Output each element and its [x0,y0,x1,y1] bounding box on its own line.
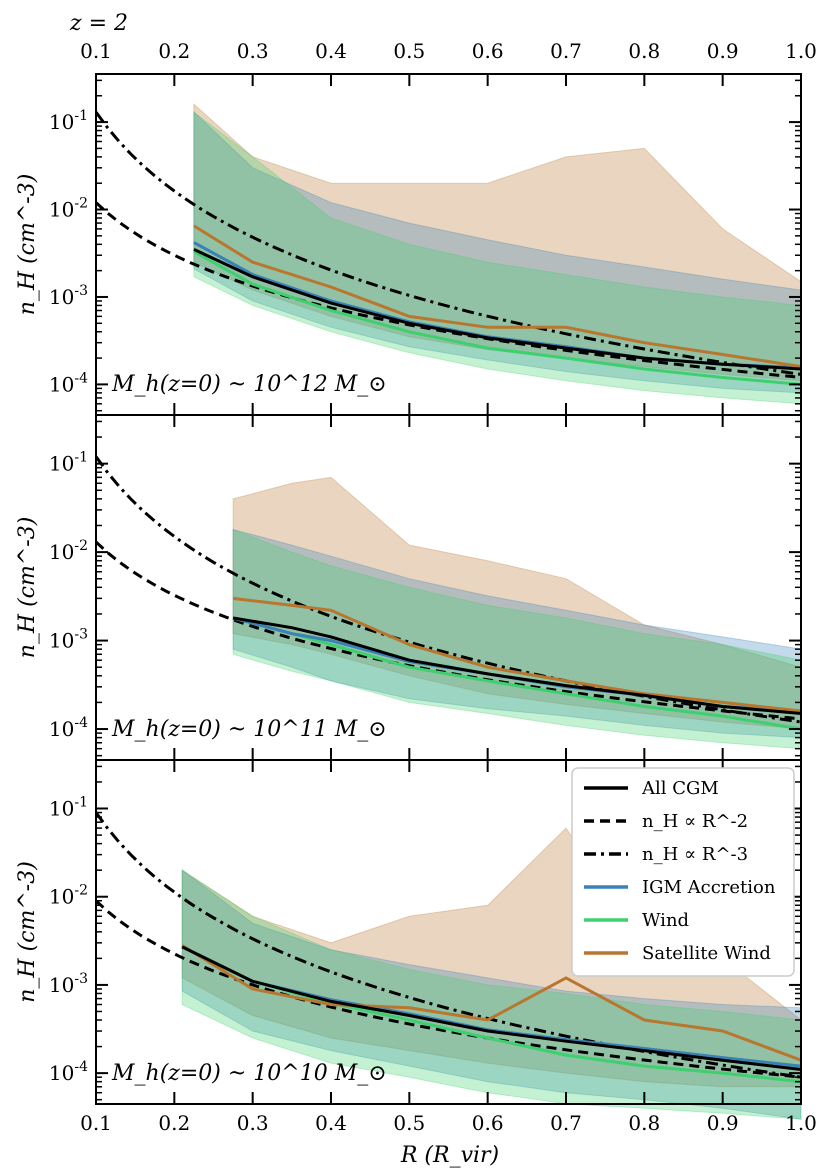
bottom-x-axis: 0.1 0.2 0.3 0.4 0.5 0.6 0.7 0.8 0.9 1.0 [80,1111,817,1135]
y-tick-exponent: -1 [74,108,88,124]
x-tick-label-top: 0.3 [237,39,269,63]
ref-r3-line [94,111,802,376]
x-tick-label-top: 0.8 [628,39,660,63]
x-tick-label-top: 0.9 [707,39,739,63]
legend-label-0: All CGM [641,778,719,799]
legend-label-5: Satellite Wind [642,943,771,964]
line-all-cgm [193,248,802,371]
y-tick-label: 10-4 [49,1059,88,1085]
legend-label-3: IGM Accretion [642,877,776,898]
x-tick-label-bottom: 0.5 [393,1111,425,1135]
y-axis-label: n_H (cm^-3) [15,861,40,1003]
x-axis-label: R (R_vir) [400,1143,499,1168]
x-tick-label-bottom: 1.0 [785,1111,817,1135]
x-tick-label-bottom: 0.9 [707,1111,739,1135]
line-satellite-wind [181,944,802,1062]
line-satellite-wind [232,596,802,713]
ref-r2-line [94,899,802,1079]
legend-label-1: n_H ∝ R^-2 [642,811,748,832]
y-tick-label: 10-1 [49,108,88,134]
y-tick-label: 10-4 [49,715,88,741]
y-tick-exponent: -2 [74,538,88,554]
y-tick-label: 10-2 [49,196,88,222]
top-x-axis: 0.1 0.2 0.3 0.4 0.5 0.6 0.7 0.8 0.9 1.0 [80,39,817,63]
x-tick-label-bottom: 0.6 [472,1111,504,1135]
x-tick-label-top: 0.2 [158,39,190,63]
y-tick-label: 10-4 [49,370,88,396]
y-axis-label: n_H (cm^-3) [15,517,40,659]
x-tick-label-bottom: 0.3 [237,1111,269,1135]
mass-annotation: M_h(z=0) ~ 10^12 M_⊙ [111,372,387,397]
x-tick-label-top: 0.5 [393,39,425,63]
x-tick-label-bottom: 0.1 [80,1111,112,1135]
y-tick-label: 10-1 [49,450,88,476]
y-tick-label: 10-3 [49,283,88,309]
mass-annotation: M_h(z=0) ~ 10^11 M_⊙ [111,717,387,742]
y-tick-exponent: -2 [74,883,88,899]
legend-label-4: Wind [642,910,689,931]
line-wind [193,250,802,386]
panel-bottom: 10-4 10-3 10-2 10-1 n_H (cm^-3) M_h(z=0) ~ 10… [15,759,802,1120]
y-tick-label: 10-2 [49,883,88,909]
line-satellite-wind [193,224,802,369]
mass-annotation: M_h(z=0) ~ 10^10 M_⊙ [111,1061,387,1086]
ref-r2-line [94,201,802,379]
x-tick-label-bottom: 0.2 [158,1111,190,1135]
redshift-label: z = 2 [69,11,128,36]
ref-r3-line [94,455,802,724]
y-axis-label: n_H (cm^-3) [15,174,40,316]
ref-r3-line [94,811,802,1079]
legend: All CGM n_H ∝ R^-2 n_H ∝ R^-3 IGM Accretion… [571,767,795,977]
x-tick-label-top: 0.6 [472,39,504,63]
y-tick-label: 10-2 [49,538,88,564]
panel-top: 10-4 10-3 10-2 10-1 n_H (cm^-3) M_h(z=0) ~ 10… [15,73,802,416]
line-all-cgm [181,945,802,1071]
y-tick-exponent: -3 [74,283,88,299]
x-tick-label-top: 0.4 [315,39,347,63]
y-tick-label: 10-1 [49,795,88,821]
panels: 10-4 10-3 10-2 10-1 n_H (cm^-3) M_h(z=0) ~ 10… [15,73,802,1120]
y-tick-exponent: -4 [74,1059,88,1075]
ref-r2-line [94,540,802,721]
x-tick-label-bottom: 0.8 [628,1111,660,1135]
y-tick-exponent: -3 [74,971,88,987]
panel-middle: 10-4 10-3 10-2 10-1 n_H (cm^-3) M_h(z=0) ~ 10… [15,414,802,761]
x-tick-label-top: 0.1 [80,39,112,63]
x-tick-label-top: 0.7 [550,39,582,63]
y-tick-label: 10-3 [49,971,88,997]
y-tick-label: 10-3 [49,627,88,653]
legend-box [571,767,795,977]
y-tick-exponent: -2 [74,196,88,212]
y-tick-exponent: -1 [74,795,88,811]
x-tick-label-bottom: 0.7 [550,1111,582,1135]
x-tick-label-top: 1.0 [785,39,817,63]
y-tick-exponent: -4 [74,715,88,731]
x-tick-label-bottom: 0.4 [315,1111,347,1135]
y-tick-exponent: -1 [74,450,88,466]
band-igm-accretion [181,869,802,1120]
y-tick-exponent: -3 [74,627,88,643]
legend-label-2: n_H ∝ R^-3 [642,844,748,865]
y-tick-exponent: -4 [74,370,88,386]
line-all-cgm [232,616,802,715]
band-wind [181,869,802,1120]
